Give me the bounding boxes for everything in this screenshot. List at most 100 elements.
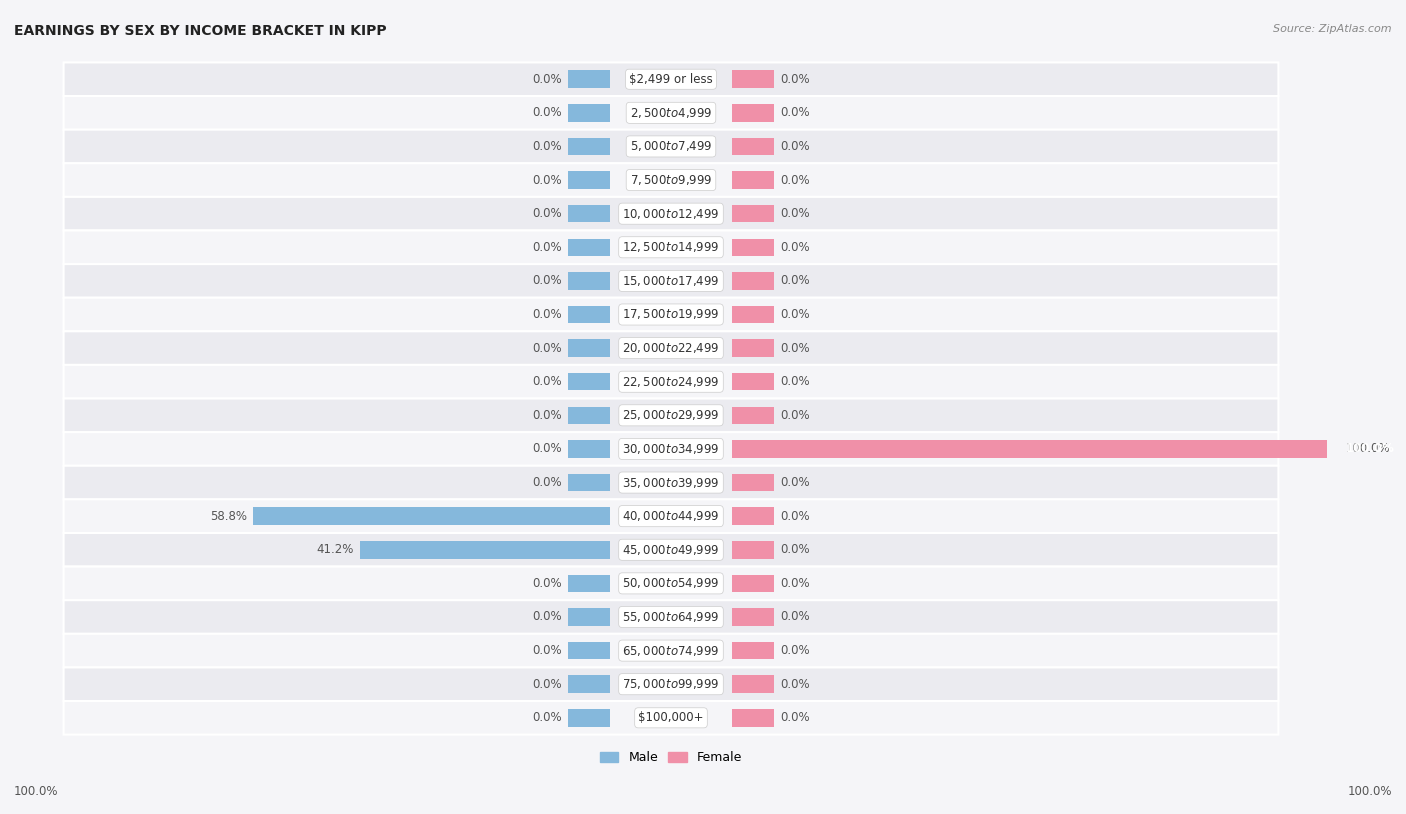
FancyBboxPatch shape xyxy=(63,331,1278,365)
Text: 0.0%: 0.0% xyxy=(531,610,561,624)
Legend: Male, Female: Male, Female xyxy=(595,746,748,769)
Text: 0.0%: 0.0% xyxy=(531,241,561,254)
Text: 100.0%: 100.0% xyxy=(14,785,59,798)
Bar xyxy=(568,608,610,626)
Text: 0.0%: 0.0% xyxy=(780,476,810,489)
Text: 0.0%: 0.0% xyxy=(531,678,561,691)
Text: 58.8%: 58.8% xyxy=(209,510,247,523)
Text: 0.0%: 0.0% xyxy=(531,72,561,85)
FancyBboxPatch shape xyxy=(63,63,1278,96)
Text: $30,000 to $34,999: $30,000 to $34,999 xyxy=(623,442,720,456)
Bar xyxy=(731,507,775,525)
FancyBboxPatch shape xyxy=(63,365,1278,399)
Text: 0.0%: 0.0% xyxy=(531,375,561,388)
Bar xyxy=(731,440,1339,457)
Bar xyxy=(568,306,610,323)
Bar xyxy=(731,575,775,592)
FancyBboxPatch shape xyxy=(63,129,1278,164)
FancyBboxPatch shape xyxy=(63,298,1278,331)
Text: 0.0%: 0.0% xyxy=(780,577,810,590)
Text: 0.0%: 0.0% xyxy=(531,409,561,422)
Text: $25,000 to $29,999: $25,000 to $29,999 xyxy=(623,409,720,422)
FancyBboxPatch shape xyxy=(63,466,1278,499)
Text: 0.0%: 0.0% xyxy=(531,443,561,456)
Text: $45,000 to $49,999: $45,000 to $49,999 xyxy=(623,543,720,557)
Text: 0.0%: 0.0% xyxy=(531,711,561,724)
Text: EARNINGS BY SEX BY INCOME BRACKET IN KIPP: EARNINGS BY SEX BY INCOME BRACKET IN KIP… xyxy=(14,24,387,38)
FancyBboxPatch shape xyxy=(63,96,1278,129)
Bar xyxy=(568,71,610,88)
Text: 0.0%: 0.0% xyxy=(531,208,561,220)
Bar xyxy=(731,406,775,424)
Text: 41.2%: 41.2% xyxy=(316,543,354,556)
Text: $15,000 to $17,499: $15,000 to $17,499 xyxy=(623,274,720,288)
Text: 0.0%: 0.0% xyxy=(780,543,810,556)
Text: 0.0%: 0.0% xyxy=(780,308,810,321)
Text: 0.0%: 0.0% xyxy=(780,107,810,120)
Text: 0.0%: 0.0% xyxy=(780,510,810,523)
Bar xyxy=(360,541,610,558)
Bar xyxy=(568,676,610,693)
Bar xyxy=(731,373,775,391)
Text: 0.0%: 0.0% xyxy=(780,241,810,254)
Bar xyxy=(731,709,775,727)
Bar xyxy=(568,104,610,121)
Bar xyxy=(568,171,610,189)
Bar xyxy=(731,171,775,189)
Bar xyxy=(731,676,775,693)
FancyBboxPatch shape xyxy=(63,701,1278,734)
Text: 0.0%: 0.0% xyxy=(780,678,810,691)
Bar xyxy=(731,339,775,357)
Text: $2,500 to $4,999: $2,500 to $4,999 xyxy=(630,106,713,120)
FancyBboxPatch shape xyxy=(63,667,1278,701)
Bar xyxy=(731,608,775,626)
Text: 0.0%: 0.0% xyxy=(531,140,561,153)
Text: 0.0%: 0.0% xyxy=(531,173,561,186)
Text: 0.0%: 0.0% xyxy=(780,375,810,388)
Text: $65,000 to $74,999: $65,000 to $74,999 xyxy=(623,644,720,658)
Bar xyxy=(731,272,775,290)
Bar xyxy=(568,642,610,659)
Text: $50,000 to $54,999: $50,000 to $54,999 xyxy=(623,576,720,590)
Bar xyxy=(568,239,610,256)
FancyBboxPatch shape xyxy=(63,197,1278,230)
Text: $100,000+: $100,000+ xyxy=(638,711,704,724)
Text: 100.0%: 100.0% xyxy=(1347,785,1392,798)
FancyBboxPatch shape xyxy=(63,600,1278,634)
FancyBboxPatch shape xyxy=(63,264,1278,298)
FancyBboxPatch shape xyxy=(63,499,1278,533)
Text: 0.0%: 0.0% xyxy=(780,208,810,220)
FancyBboxPatch shape xyxy=(63,432,1278,466)
Text: $22,500 to $24,999: $22,500 to $24,999 xyxy=(623,374,720,389)
Bar xyxy=(568,339,610,357)
FancyBboxPatch shape xyxy=(63,164,1278,197)
Bar xyxy=(568,440,610,457)
Bar xyxy=(568,406,610,424)
Bar xyxy=(731,306,775,323)
Text: Source: ZipAtlas.com: Source: ZipAtlas.com xyxy=(1274,24,1392,34)
Bar xyxy=(568,138,610,155)
Text: 0.0%: 0.0% xyxy=(780,711,810,724)
Bar xyxy=(731,541,775,558)
Bar xyxy=(253,507,610,525)
Text: 0.0%: 0.0% xyxy=(780,342,810,355)
Text: $12,500 to $14,999: $12,500 to $14,999 xyxy=(623,240,720,254)
Text: $10,000 to $12,499: $10,000 to $12,499 xyxy=(623,207,720,221)
Text: 0.0%: 0.0% xyxy=(531,274,561,287)
FancyBboxPatch shape xyxy=(63,230,1278,264)
Text: $2,499 or less: $2,499 or less xyxy=(628,72,713,85)
Bar xyxy=(568,575,610,592)
Text: 0.0%: 0.0% xyxy=(780,173,810,186)
Text: $35,000 to $39,999: $35,000 to $39,999 xyxy=(623,475,720,489)
Text: 0.0%: 0.0% xyxy=(531,342,561,355)
Text: 0.0%: 0.0% xyxy=(531,308,561,321)
FancyBboxPatch shape xyxy=(63,567,1278,600)
Bar xyxy=(568,709,610,727)
Bar xyxy=(731,239,775,256)
Text: $40,000 to $44,999: $40,000 to $44,999 xyxy=(623,510,720,523)
Text: 0.0%: 0.0% xyxy=(531,644,561,657)
Text: $17,500 to $19,999: $17,500 to $19,999 xyxy=(623,308,720,322)
FancyBboxPatch shape xyxy=(63,533,1278,567)
Text: 0.0%: 0.0% xyxy=(780,274,810,287)
FancyBboxPatch shape xyxy=(63,634,1278,667)
